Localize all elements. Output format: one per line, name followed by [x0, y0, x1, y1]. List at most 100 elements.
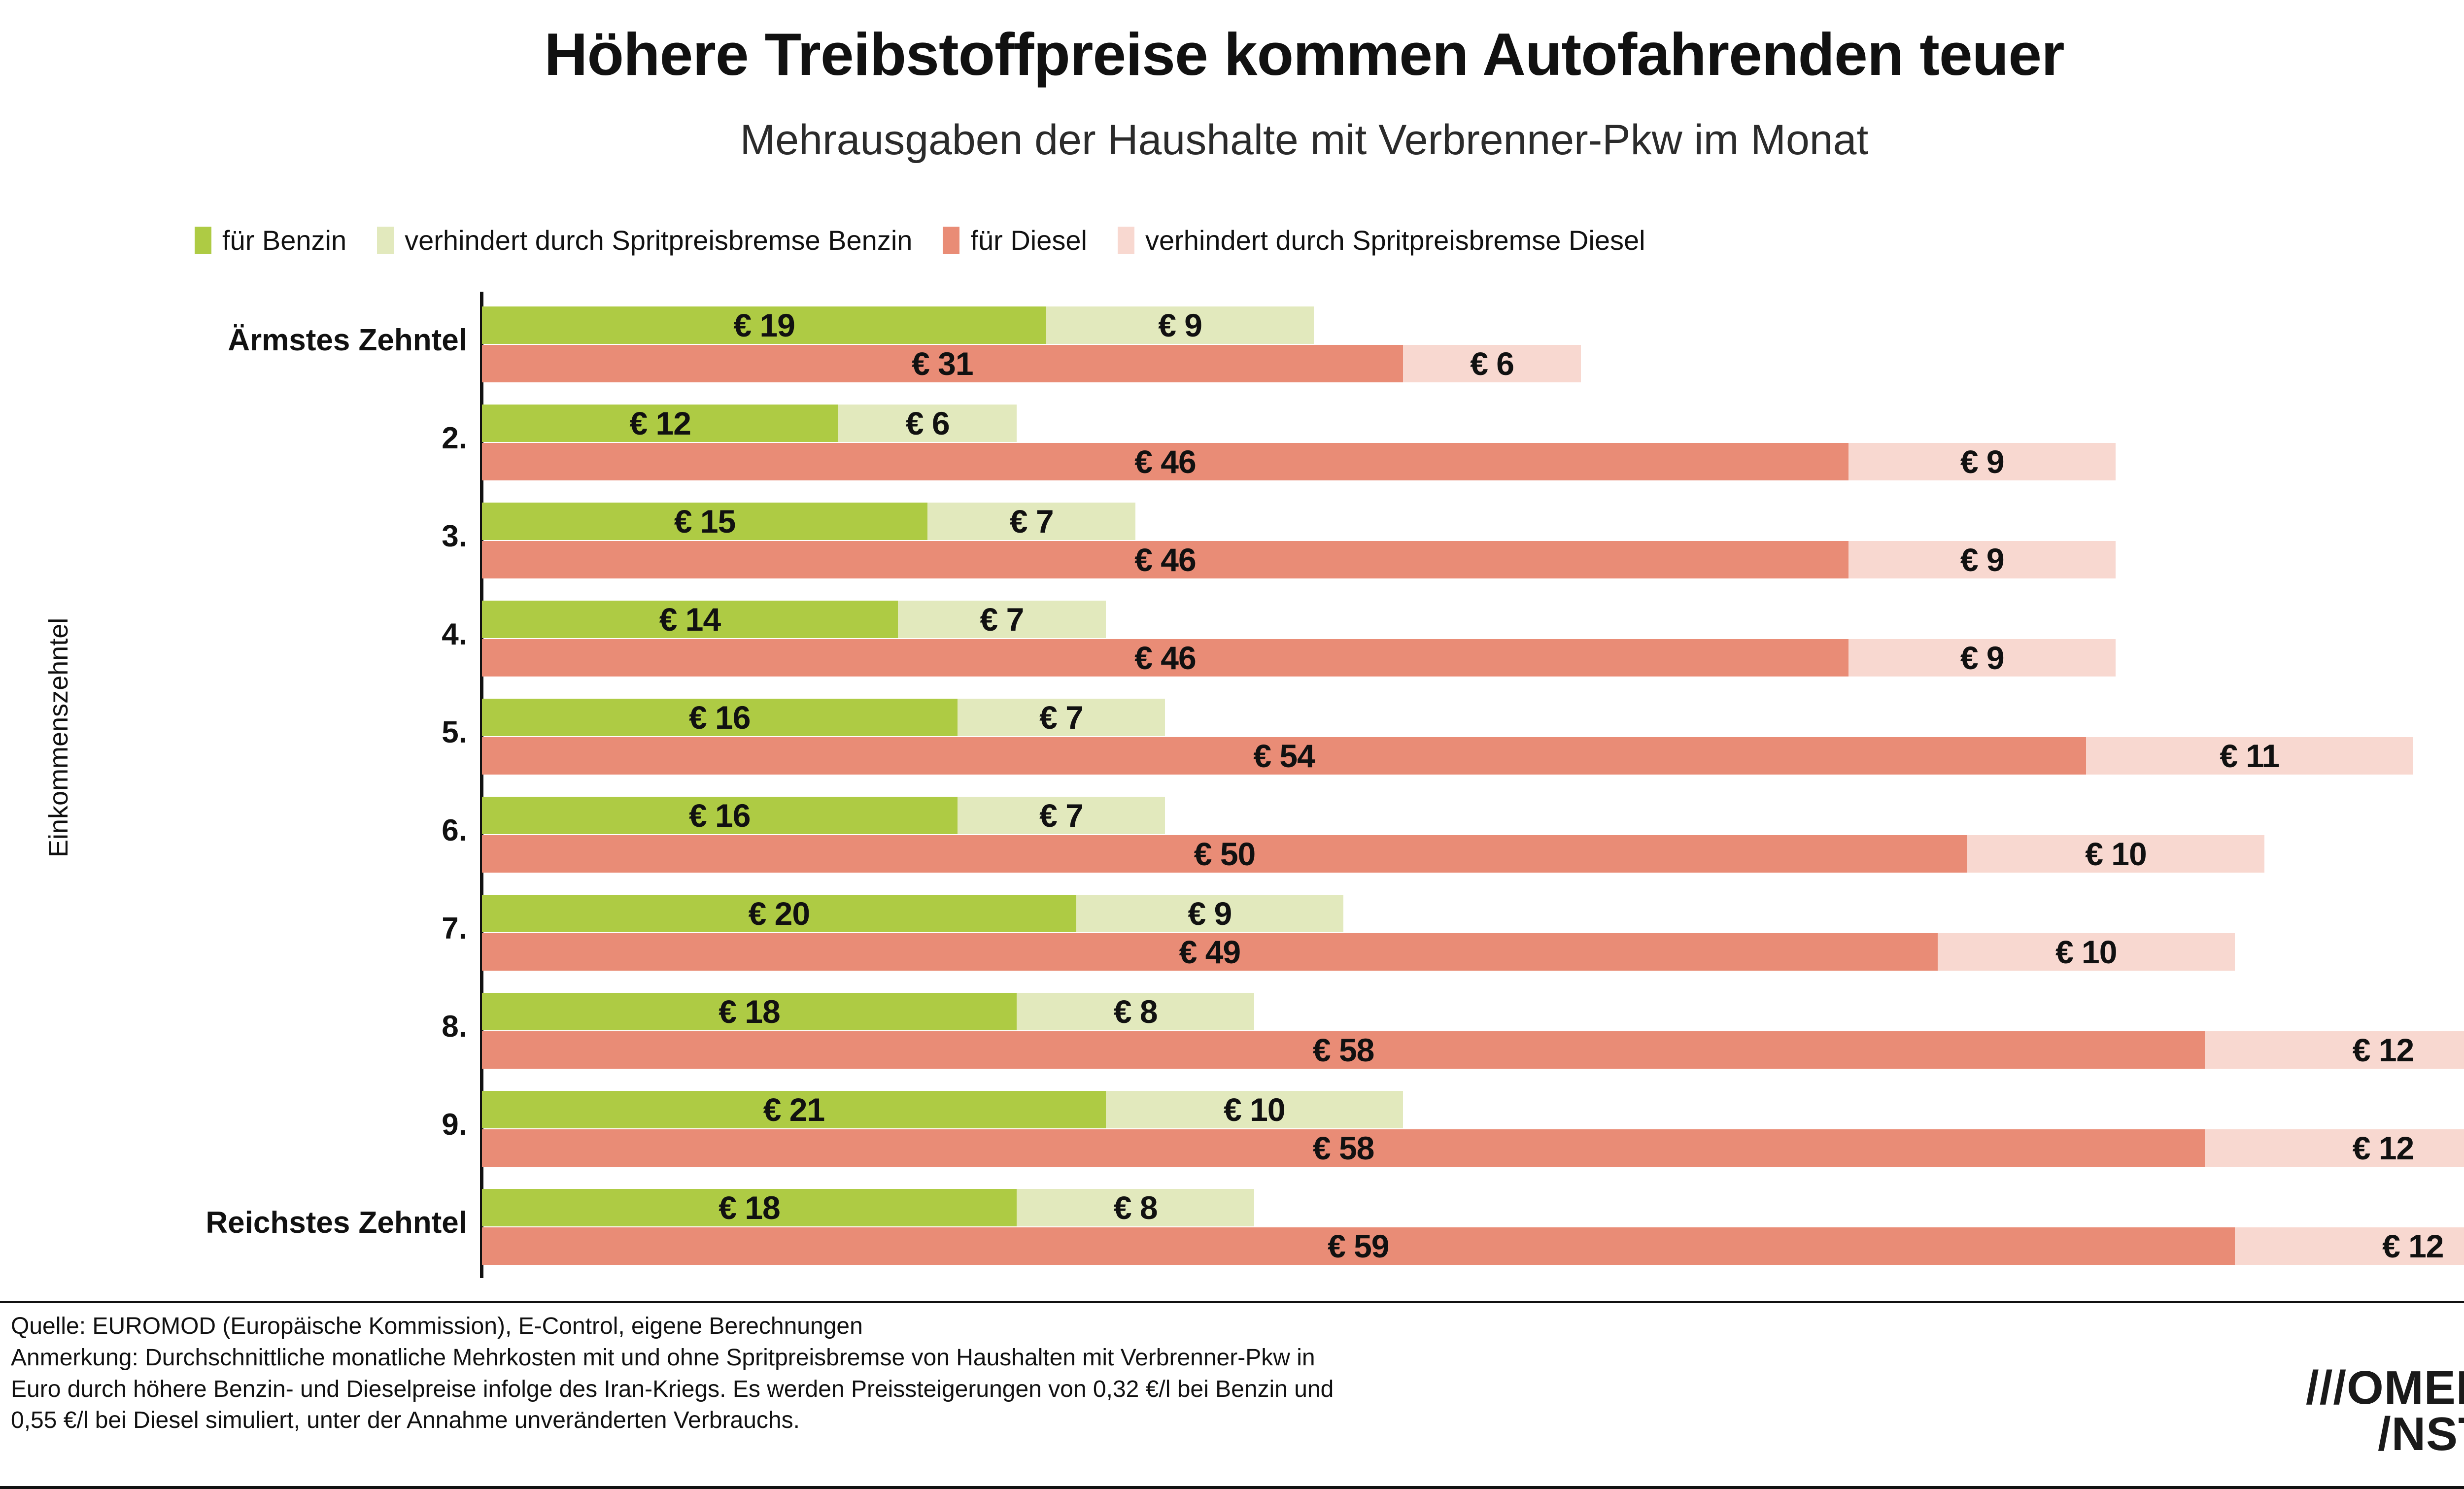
segment-benzin: € 20	[482, 895, 1076, 932]
footnote-line-1: Anmerkung: Durchschnittliche monatliche …	[11, 1344, 1315, 1371]
bar-value-label: € 6	[1470, 345, 1514, 382]
bar-diesel-row-9[interactable]: € 59 € 12	[482, 1227, 2464, 1265]
bar-benzin-row-2[interactable]: € 15 € 7	[482, 503, 1136, 540]
segment-diesel-bremse: € 12	[2205, 1129, 2464, 1167]
segment-benzin: € 15	[482, 503, 928, 540]
segment-benzin: € 12	[482, 405, 839, 442]
segment-benzin: € 21	[482, 1091, 1106, 1128]
segment-benzin: € 16	[482, 797, 958, 834]
legend-swatch-icon	[1117, 227, 1134, 254]
legend-item-label: für Diesel	[970, 225, 1087, 256]
bar-diesel-row-6[interactable]: € 49 € 10	[482, 933, 2235, 971]
legend-item-label: verhindert durch Spritpreisbremse Diesel	[1145, 225, 1645, 256]
segment-diesel: € 49	[482, 933, 1938, 971]
segment-diesel: € 46	[482, 541, 1848, 578]
y-tick-label-0: Ärmstes Zehntel	[228, 323, 467, 357]
bar-benzin-row-4[interactable]: € 16 € 7	[482, 699, 1165, 736]
segment-diesel: € 54	[482, 737, 2087, 775]
bar-value-label: € 16	[689, 797, 751, 834]
bar-value-label: € 6	[905, 405, 950, 441]
segment-benzin-bremse: € 10	[1105, 1091, 1403, 1128]
bar-value-label: € 15	[674, 503, 736, 540]
y-tick-label-4: 5.	[442, 715, 467, 749]
legend-item-1[interactable]: verhindert durch Spritpreisbremse Benzin	[377, 227, 912, 254]
bar-diesel-row-5[interactable]: € 50 € 10	[482, 835, 2264, 873]
segment-benzin-bremse: € 9	[1046, 306, 1314, 344]
bar-benzin-row-9[interactable]: € 18 € 8	[482, 1189, 1255, 1226]
legend-item-3[interactable]: verhindert durch Spritpreisbremse Diesel	[1117, 225, 1645, 256]
chart-legend: für Benzin verhindert durch Spritpreisbre…	[195, 227, 1676, 254]
bar-value-label: € 21	[763, 1091, 825, 1128]
segment-diesel: € 58	[482, 1031, 2205, 1069]
footnote-line-0: Quelle: EUROMOD (Europäische Kommission)…	[11, 1313, 863, 1339]
bar-value-label: € 50	[1194, 836, 1256, 872]
segment-benzin: € 14	[482, 601, 898, 638]
bar-value-label: € 12	[2352, 1032, 2414, 1068]
segment-diesel: € 50	[482, 835, 1968, 873]
segment-diesel: € 46	[482, 639, 1848, 677]
segment-diesel-bremse: € 12	[2234, 1227, 2464, 1265]
segment-diesel-bremse: € 12	[2205, 1031, 2464, 1069]
legend-swatch-icon	[377, 227, 394, 254]
segment-benzin-bremse: € 7	[897, 601, 1106, 638]
bar-value-label: € 9	[1960, 541, 2005, 578]
segment-benzin-bremse: € 7	[957, 797, 1165, 834]
bar-value-label: € 19	[733, 307, 795, 343]
bar-value-label: € 49	[1179, 934, 1241, 970]
bar-value-label: € 59	[1328, 1228, 1389, 1264]
bar-benzin-row-7[interactable]: € 18 € 8	[482, 993, 1255, 1030]
y-axis-line	[480, 292, 483, 1278]
segment-benzin: € 18	[482, 1189, 1017, 1226]
bar-value-label: € 18	[719, 1189, 780, 1226]
segment-benzin: € 19	[482, 306, 1047, 344]
legend-item-label: verhindert durch Spritpreisbremse Benzin	[405, 225, 913, 256]
segment-benzin-bremse: € 8	[1017, 993, 1255, 1030]
bar-value-label: € 12	[2382, 1228, 2444, 1264]
legend-swatch-icon	[195, 227, 211, 254]
bar-value-label: € 46	[1134, 541, 1196, 578]
plot-area: Einkommenszehntel Ärmstes Zehntel € 19 € 9…	[44, 292, 2464, 1278]
logo-line-1: ///OMENTUM	[2306, 1361, 2464, 1414]
bar-value-label: € 10	[1224, 1091, 1285, 1128]
bar-value-label: € 31	[912, 345, 973, 382]
bar-diesel-row-0[interactable]: € 31 € 6	[482, 345, 1581, 382]
bar-value-label: € 7	[1009, 503, 1054, 540]
segment-diesel: € 46	[482, 443, 1848, 480]
segment-diesel: € 58	[482, 1129, 2205, 1167]
legend-swatch-icon	[943, 227, 960, 254]
bar-diesel-row-2[interactable]: € 46 € 9	[482, 541, 2116, 578]
bottom-divider	[0, 1486, 2464, 1489]
bar-benzin-row-3[interactable]: € 14 € 7	[482, 601, 1106, 638]
legend-item-2[interactable]: für Diesel	[943, 227, 1087, 254]
y-tick-label-1: 2.	[442, 421, 467, 455]
bar-value-label: € 7	[980, 601, 1025, 638]
bar-diesel-row-4[interactable]: € 54 € 11	[482, 737, 2413, 775]
bar-benzin-row-8[interactable]: € 21 € 10	[482, 1091, 1403, 1128]
bar-benzin-row-6[interactable]: € 20 € 9	[482, 895, 1344, 932]
bar-diesel-row-8[interactable]: € 58 € 12	[482, 1129, 2464, 1167]
bar-value-label: € 9	[1188, 895, 1232, 932]
bar-diesel-row-1[interactable]: € 46 € 9	[482, 443, 2116, 480]
bar-value-label: € 46	[1134, 443, 1196, 480]
y-tick-label-7: 8.	[442, 1010, 467, 1044]
bar-value-label: € 14	[659, 601, 721, 638]
segment-diesel-bremse: € 9	[1848, 541, 2116, 578]
y-tick-label-2: 3.	[442, 519, 467, 553]
segment-diesel: € 59	[482, 1227, 2235, 1265]
bar-value-label: € 8	[1113, 993, 1158, 1030]
bar-benzin-row-5[interactable]: € 16 € 7	[482, 797, 1165, 834]
bar-benzin-row-0[interactable]: € 19 € 9	[482, 306, 1314, 344]
y-tick-label-9: Reichstes Zehntel	[205, 1206, 467, 1240]
y-tick-label-8: 9.	[442, 1108, 467, 1142]
bar-value-label: € 9	[1158, 307, 1202, 343]
bar-value-label: € 9	[1960, 443, 2005, 480]
bar-diesel-row-7[interactable]: € 58 € 12	[482, 1031, 2464, 1069]
y-tick-label-5: 6.	[442, 813, 467, 847]
bar-diesel-row-3[interactable]: € 46 € 9	[482, 639, 2116, 677]
bar-value-label: € 12	[629, 405, 691, 441]
bar-value-label: € 9	[1960, 640, 2005, 676]
segment-diesel-bremse: € 10	[1937, 933, 2235, 971]
bar-benzin-row-1[interactable]: € 12 € 6	[482, 405, 1017, 442]
legend-item-0[interactable]: für Benzin	[195, 227, 346, 254]
segment-diesel-bremse: € 9	[1848, 443, 2116, 480]
